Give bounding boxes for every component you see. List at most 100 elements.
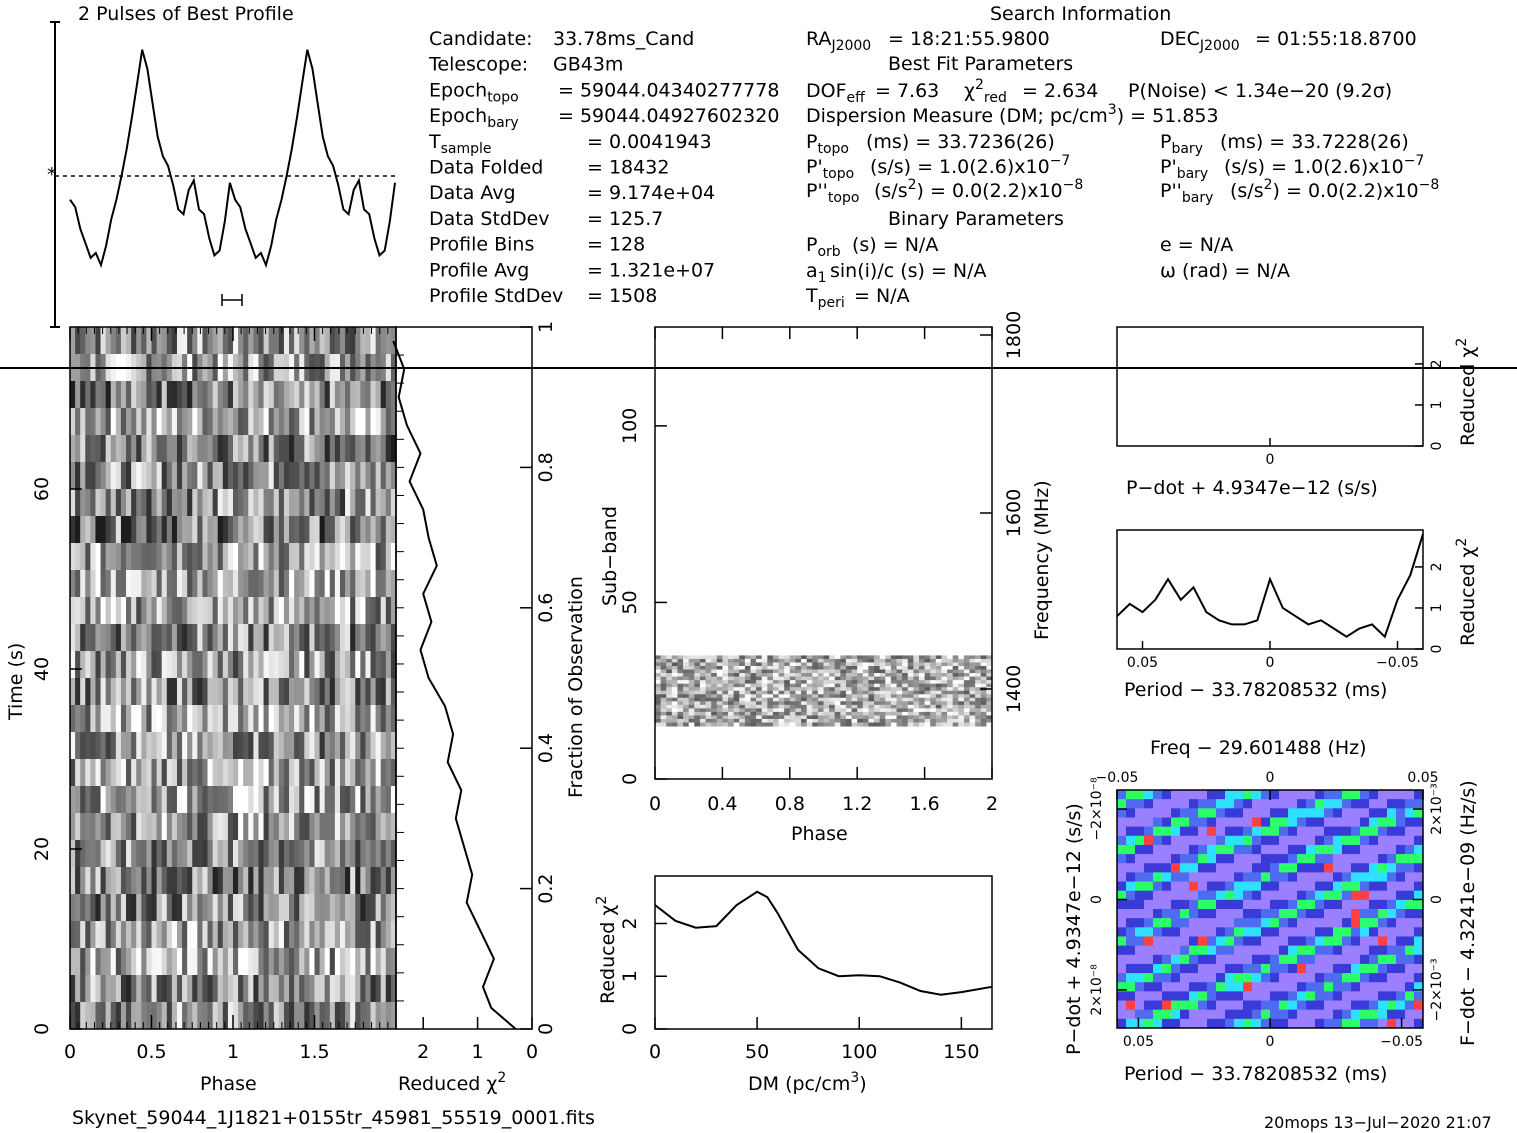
ppdot-cell — [1153, 1000, 1163, 1011]
time-phase-cell — [212, 975, 219, 1003]
subband-cell — [874, 694, 881, 699]
time-phase-cell — [146, 948, 152, 976]
ppdot-cell — [1369, 982, 1379, 992]
subband-cell — [716, 662, 723, 667]
time-phase-cell — [207, 408, 214, 436]
ppdot-cell — [1414, 863, 1424, 873]
time-phase-cell — [105, 921, 112, 949]
ppdot-cell — [1180, 1000, 1190, 1011]
ppdot-cell — [1144, 1009, 1154, 1020]
time-phase-cell — [278, 678, 285, 706]
subband-cell — [671, 658, 678, 663]
info-left-label: Data Folded — [429, 157, 543, 179]
time-phase-cell — [110, 921, 117, 949]
time-phase-cell — [390, 786, 397, 814]
time-phase-cell — [126, 354, 132, 382]
subband-cell — [778, 683, 785, 688]
ppdot-cell — [1396, 909, 1406, 919]
time-phase-cell — [345, 894, 351, 922]
time-phase-cell — [355, 759, 361, 787]
time-phase-cell — [95, 759, 102, 787]
time-phase-cell — [360, 354, 366, 382]
subband-cell — [845, 701, 853, 706]
ppdot-cell — [1396, 890, 1406, 901]
time-phase-cell — [345, 435, 351, 463]
info-left-label: Profile StdDev — [429, 285, 563, 307]
time-phase-cell — [268, 543, 275, 571]
time-phase-cell — [253, 570, 259, 598]
time-phase-cell — [385, 408, 392, 436]
time-phase-cell — [85, 840, 91, 868]
subband-cell — [907, 704, 914, 709]
subband-cell — [874, 676, 881, 681]
time-phase-cell — [141, 651, 147, 679]
time-phase-cell — [120, 543, 127, 571]
time-phase-cell — [110, 813, 117, 841]
time-phase-cell — [105, 759, 112, 787]
time-phase-cell — [350, 732, 356, 760]
subband-cell — [694, 718, 701, 723]
time-phase-cell — [202, 840, 209, 868]
time-phase-cell — [324, 381, 331, 409]
subband-cell — [817, 697, 824, 702]
time-phase-cell — [120, 462, 127, 490]
info-left-value: = 1.321e+07 — [587, 259, 715, 281]
ppdot-cell — [1234, 890, 1244, 901]
subband-cell — [688, 708, 695, 713]
ppdot-cell — [1279, 835, 1289, 846]
ppdot-cell — [1279, 863, 1289, 873]
subband-cell — [941, 694, 948, 699]
ppdot-cell — [1378, 936, 1388, 947]
ppdot-cell — [1252, 927, 1262, 937]
ppdot-cell — [1297, 790, 1307, 800]
time-phase-cell — [258, 543, 265, 571]
time-phase-cell — [329, 786, 336, 814]
ppdot-cell — [1378, 863, 1388, 873]
time-phase-cell — [115, 570, 122, 598]
time-phase-cell — [156, 597, 163, 625]
subband-cell — [890, 687, 898, 692]
ppdot-cell — [1387, 963, 1397, 974]
subband-cell — [958, 669, 965, 674]
time-phase-cell — [345, 381, 351, 409]
subband-cell — [716, 715, 723, 720]
subband-cell — [784, 697, 791, 702]
time-phase-cell — [334, 813, 341, 841]
ppdot-cell — [1144, 881, 1154, 892]
subband-cell — [688, 676, 695, 681]
subband-cell — [817, 658, 824, 663]
subband-cell — [947, 666, 954, 671]
subband-cell — [840, 666, 847, 671]
info-left-sub: bary — [487, 115, 519, 131]
time-phase-cell — [339, 840, 346, 868]
subband-cell — [795, 655, 802, 660]
ppdot-cell — [1153, 982, 1163, 992]
time-phase-cell — [283, 732, 290, 760]
ppdot-cell — [1270, 790, 1280, 800]
time-phase-cell — [182, 516, 188, 544]
time-phase-cell — [197, 1002, 203, 1030]
subband-cell — [801, 680, 808, 685]
time-phase-cell — [75, 489, 81, 517]
time-phase-cell — [355, 1002, 361, 1030]
time-phase-cell — [375, 705, 382, 733]
time-phase-cell — [187, 948, 193, 976]
ppdot-cell — [1180, 854, 1190, 864]
subband-cell — [733, 666, 740, 671]
subband-cell — [722, 666, 729, 671]
ppdot-cell — [1315, 909, 1325, 919]
time-phase-cell — [304, 381, 310, 409]
time-phase-cell — [283, 381, 290, 409]
time-phase-cell — [350, 867, 356, 895]
subband-cell — [958, 697, 965, 702]
subband-cell — [671, 694, 678, 699]
time-phase-cell — [365, 867, 372, 895]
time-phase-cell — [105, 516, 112, 544]
time-phase-cell — [90, 678, 96, 706]
ppdot-cell — [1207, 945, 1217, 956]
time-phase-cell — [136, 1002, 142, 1030]
time-phase-cell — [380, 516, 387, 544]
time-phase-cell — [192, 759, 198, 787]
subband-cell — [845, 680, 853, 685]
subband-cell — [947, 658, 954, 663]
